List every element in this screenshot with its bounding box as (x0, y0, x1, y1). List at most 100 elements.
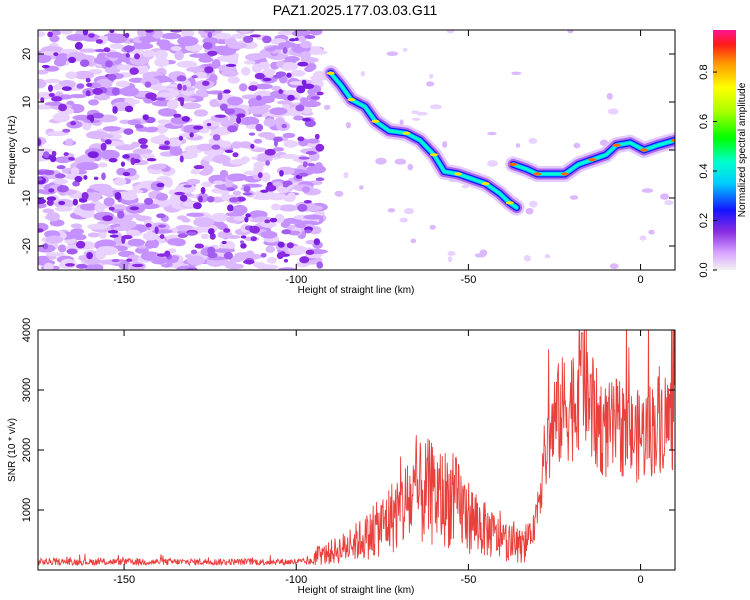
spectrogram-noise-blob (277, 30, 296, 36)
spectrogram-noise-blob (221, 240, 227, 245)
spectrogram-noise-blob (42, 243, 49, 250)
spectrogram-noise-blob (47, 31, 53, 38)
spectrogram-noise-blob (220, 69, 239, 77)
spectrogram-noise-blob (284, 56, 300, 63)
spectrogram-noise-blob (297, 203, 308, 212)
spectrogram-noise-blob (94, 202, 106, 213)
spectrogram-noise-blob (227, 173, 248, 182)
spectrogram-noise-blob (150, 97, 157, 101)
spectrogram-noise-blob (146, 126, 159, 132)
spectrogram-noise-blob (295, 35, 307, 42)
spectrogram-noise-blob (252, 261, 266, 268)
spectrogram-noise-blob (302, 106, 313, 115)
spectrogram-noise-blob (103, 197, 115, 207)
spectrogram-noise-blob (114, 191, 122, 200)
spectrogram-noise-blob (47, 131, 69, 137)
signal-hotspot (454, 172, 463, 176)
spectrogram-noise-blob (253, 161, 266, 168)
spectrogram-noise-blob (104, 139, 112, 145)
spectrogram-noise-blob (122, 154, 130, 159)
spectrogram-noise-blob (87, 151, 99, 159)
spectrogram-noise-blob (309, 30, 323, 36)
spectrogram-noise-blob (174, 191, 185, 196)
spectrogram-noise-blob (315, 143, 325, 152)
spectrogram-noise-blob (164, 250, 171, 258)
spectrogram-noise-blob (62, 128, 71, 133)
spectrogram-noise-blob (214, 248, 236, 253)
spectrogram-noise-blob (47, 84, 54, 92)
spectrogram-noise-blob (79, 48, 98, 53)
spectrogram-noise-blob (239, 240, 245, 244)
signal-hotspot (505, 201, 514, 205)
spectrogram-noise-blob (93, 176, 99, 180)
spectrogram-noise-blob (154, 226, 159, 234)
spectrogram-noise-blob (306, 164, 327, 174)
spectrogram-noise-blob (125, 53, 130, 58)
spectrogram-noise-blob (295, 104, 305, 112)
spectrogram-noise-blob (124, 105, 134, 113)
spectrogram-noise-blob (88, 99, 99, 106)
spectrogram-noise-blob (260, 230, 278, 239)
spectrogram-noise-blob (142, 231, 159, 241)
spectrogram-noise-blob (103, 125, 121, 132)
spectrogram-noise-blob (277, 267, 297, 270)
spectrogram-noise-blob (122, 192, 138, 201)
spectrogram-noise-blob (279, 169, 284, 177)
spectrogram-x-label: Height of straight line (km) (298, 285, 415, 296)
spectrogram-noise-blob (115, 80, 130, 88)
spectrogram-noise-blob (402, 47, 408, 52)
spectrogram-noise-blob (78, 255, 88, 261)
spectrogram-noise-blob (97, 162, 108, 168)
spectrogram-noise-blob (38, 78, 47, 89)
spectrogram-noise-blob (252, 195, 274, 201)
spectrogram-noise-blob (38, 228, 44, 233)
spectrogram-noise-blob (281, 229, 292, 235)
spectrogram-noise-blob (216, 47, 237, 56)
spectrogram-noise-blob (142, 114, 149, 121)
spectrogram-noise-blob (258, 61, 270, 70)
spectrogram-noise-blob (186, 212, 205, 217)
spectrogram-noise-blob (179, 155, 184, 163)
spectrogram-noise-blob (38, 138, 42, 146)
snr-series-line (38, 330, 675, 567)
spectrogram-noise-blob (68, 156, 75, 161)
spectrogram-noise-blob (242, 259, 255, 265)
spectrogram-noise-blob (185, 267, 198, 270)
signal-hotspot (481, 182, 490, 186)
spectrogram-noise-blob (307, 162, 316, 167)
y-tick-label: 2000 (21, 438, 33, 462)
spectrogram-noise-blob (240, 243, 247, 249)
spectrogram-noise-blob (249, 225, 254, 233)
spectrogram-noise-blob (304, 119, 316, 128)
spectrogram-noise-blob (264, 148, 276, 156)
spectrogram-noise-blob (193, 202, 202, 210)
spectrogram-noise-blob (282, 183, 289, 188)
spectrogram-noise-blob (138, 137, 148, 145)
spectrogram-noise-blob (102, 215, 114, 222)
spectrogram-noise-blob (175, 224, 195, 232)
spectrogram-noise-blob (202, 42, 213, 50)
spectrogram-noise-blob (38, 148, 53, 153)
spectrogram-noise-blob (247, 105, 270, 115)
spectrogram-noise-blob (315, 177, 325, 182)
spectrogram-noise-blob (528, 137, 538, 144)
x-tick-label: -100 (285, 274, 307, 286)
spectrogram-noise-blob (240, 66, 251, 76)
spectrogram-noise-blob (245, 250, 255, 258)
spectrogram-noise-blob (154, 49, 168, 60)
spectrogram-noise-blob (156, 182, 165, 188)
snr-panel: -150 -100 -50 0 1000 2000 3000 4000 Height of … (7, 318, 676, 596)
spectrogram-noise-blob (206, 123, 212, 127)
spectrogram-noise-blob (145, 30, 154, 33)
spectrogram-noise-blob (212, 134, 221, 141)
spectrogram-noise-blob (95, 39, 104, 44)
spectrogram-noise-blob (193, 164, 205, 170)
spectrogram-noise-blob (274, 213, 285, 224)
spectrogram-noise-blob (49, 35, 60, 43)
spectrogram-noise-blob (41, 64, 50, 69)
spectrogram-noise-blob (299, 51, 311, 60)
spectrogram-noise-blob (164, 178, 174, 188)
spectrogram-noise-blob (146, 158, 157, 162)
spectrogram-noise-blob (271, 85, 282, 91)
spectrogram-noise-blob (403, 208, 415, 215)
